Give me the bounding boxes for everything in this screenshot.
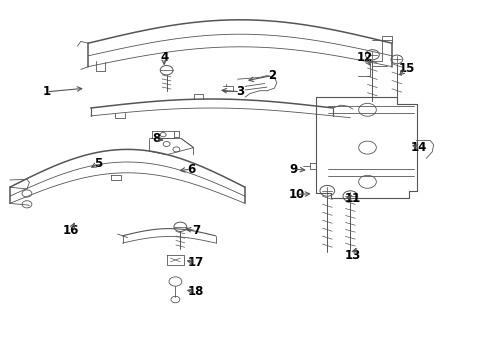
Text: 2: 2	[268, 69, 276, 82]
Text: 11: 11	[344, 192, 361, 204]
Text: 13: 13	[344, 249, 361, 262]
Text: 5: 5	[94, 157, 102, 170]
Text: 16: 16	[63, 224, 79, 237]
Text: 7: 7	[192, 224, 200, 237]
Text: 6: 6	[187, 163, 195, 176]
Text: 18: 18	[188, 285, 204, 298]
Text: 9: 9	[290, 163, 298, 176]
Text: 12: 12	[357, 51, 373, 64]
Text: 15: 15	[398, 62, 415, 75]
Text: 10: 10	[288, 188, 305, 201]
Text: 3: 3	[236, 85, 244, 98]
Text: 4: 4	[160, 51, 168, 64]
Text: 17: 17	[188, 256, 204, 269]
Text: 8: 8	[153, 132, 161, 145]
Text: 14: 14	[411, 141, 427, 154]
Text: 1: 1	[43, 85, 50, 98]
